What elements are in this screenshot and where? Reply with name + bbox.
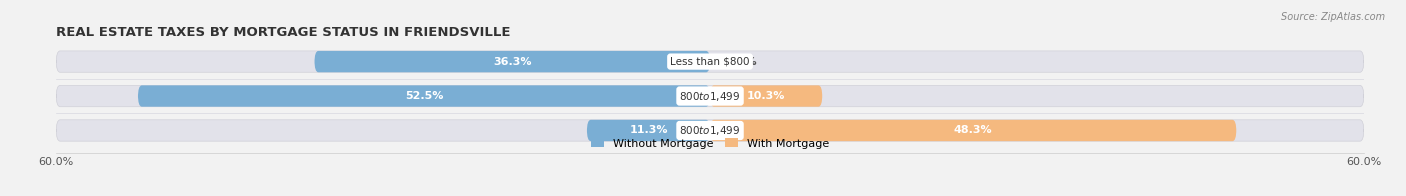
Text: REAL ESTATE TAXES BY MORTGAGE STATUS IN FRIENDSVILLE: REAL ESTATE TAXES BY MORTGAGE STATUS IN … <box>56 26 510 39</box>
FancyBboxPatch shape <box>56 51 1364 72</box>
FancyBboxPatch shape <box>56 85 1364 107</box>
Text: 48.3%: 48.3% <box>953 125 993 135</box>
Text: $800 to $1,499: $800 to $1,499 <box>679 124 741 137</box>
Text: $800 to $1,499: $800 to $1,499 <box>679 90 741 103</box>
Text: 52.5%: 52.5% <box>405 91 443 101</box>
Text: 10.3%: 10.3% <box>747 91 786 101</box>
FancyBboxPatch shape <box>710 120 1236 141</box>
FancyBboxPatch shape <box>710 85 823 107</box>
Text: 36.3%: 36.3% <box>494 57 531 67</box>
Text: Source: ZipAtlas.com: Source: ZipAtlas.com <box>1281 12 1385 22</box>
FancyBboxPatch shape <box>56 120 1364 141</box>
FancyBboxPatch shape <box>315 51 710 72</box>
FancyBboxPatch shape <box>138 85 710 107</box>
Legend: Without Mortgage, With Mortgage: Without Mortgage, With Mortgage <box>586 134 834 153</box>
FancyBboxPatch shape <box>586 120 710 141</box>
Text: 11.3%: 11.3% <box>630 125 668 135</box>
Text: 0.0%: 0.0% <box>727 57 756 67</box>
Text: Less than $800: Less than $800 <box>671 57 749 67</box>
